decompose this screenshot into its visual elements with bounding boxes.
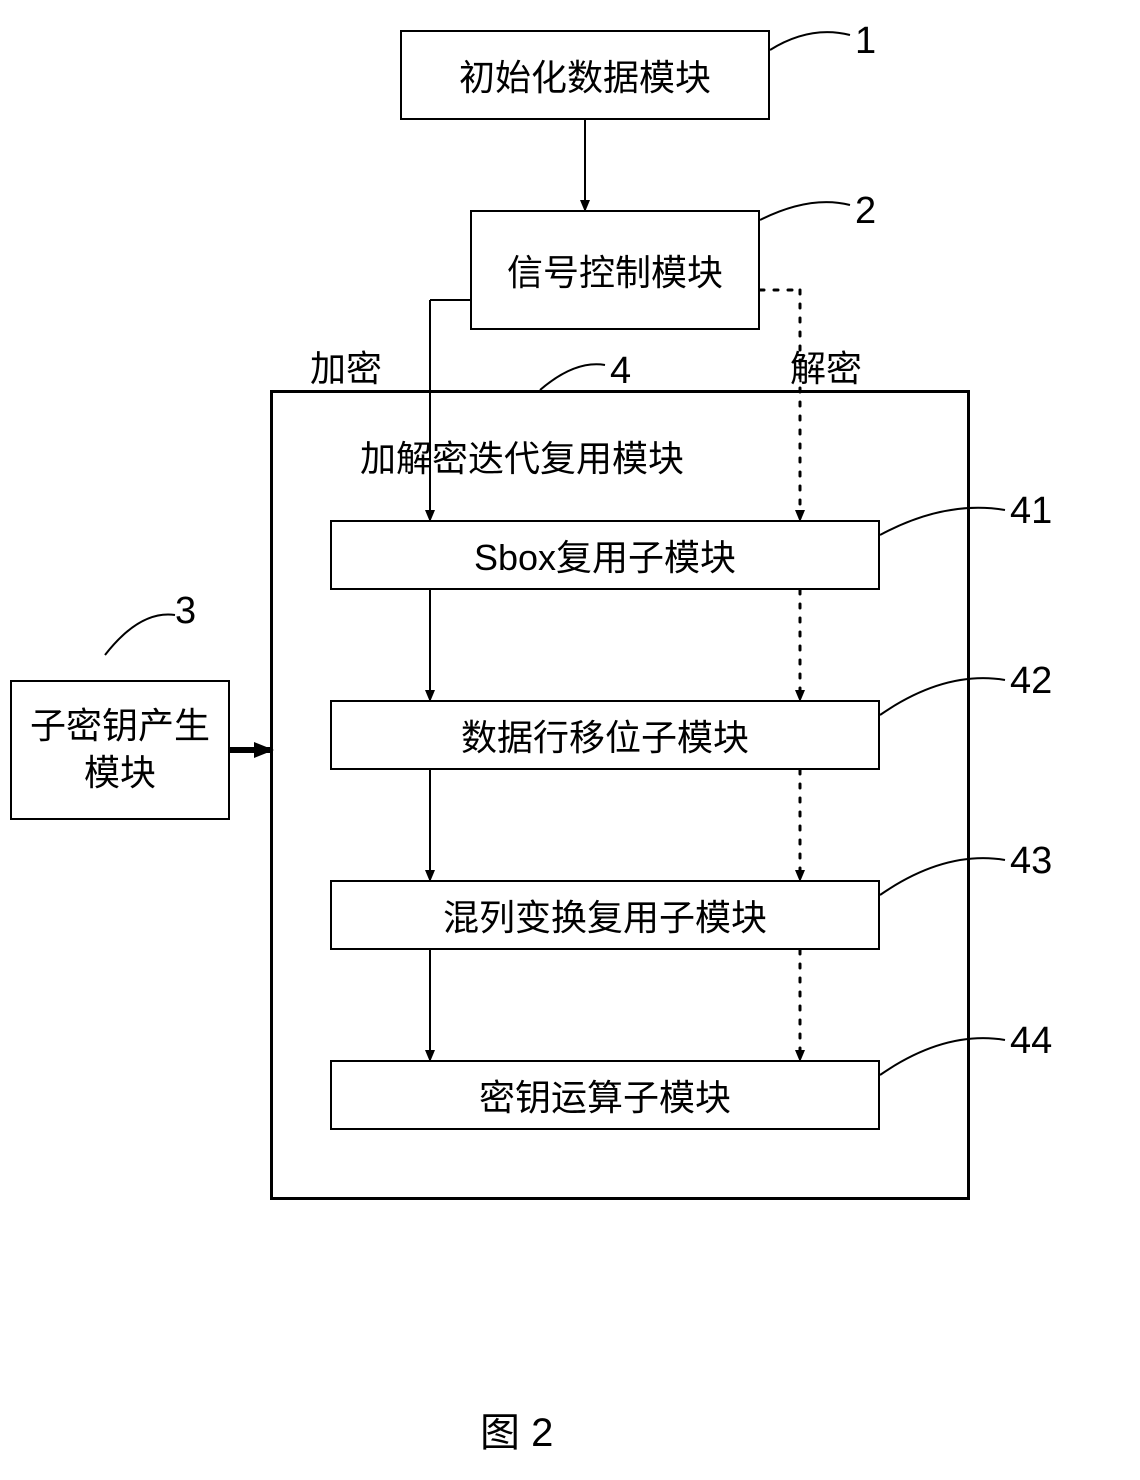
row-shift-submodule-label: 数据行移位子模块 xyxy=(461,709,749,761)
sbox-reuse-submodule: Sbox复用子模块 xyxy=(330,520,880,590)
mixcolumn-reuse-submodule: 混列变换复用子模块 xyxy=(330,880,880,950)
ref-42: 42 xyxy=(1010,660,1052,703)
mixcolumn-reuse-submodule-label: 混列变换复用子模块 xyxy=(443,889,767,941)
ref-43: 43 xyxy=(1010,840,1052,883)
init-data-module: 初始化数据模块 xyxy=(400,30,770,120)
subkey-gen-module: 子密钥产生 模块 xyxy=(10,680,230,820)
figure-caption: 图 2 xyxy=(480,1400,553,1458)
signal-control-module: 信号控制模块 xyxy=(470,210,760,330)
signal-control-module-label: 信号控制模块 xyxy=(507,244,723,296)
encrypt-label: 加密 xyxy=(310,340,382,392)
decrypt-label: 解密 xyxy=(790,340,862,392)
sbox-reuse-submodule-label: Sbox复用子模块 xyxy=(474,529,736,581)
key-operation-submodule-label: 密钥运算子模块 xyxy=(479,1069,731,1121)
key-operation-submodule: 密钥运算子模块 xyxy=(330,1060,880,1130)
container-label: 加解密迭代复用模块 xyxy=(360,430,684,482)
row-shift-submodule: 数据行移位子模块 xyxy=(330,700,880,770)
ref-2: 2 xyxy=(855,190,876,233)
ref-41: 41 xyxy=(1010,490,1052,533)
ref-1: 1 xyxy=(855,20,876,63)
ref-3: 3 xyxy=(175,590,196,633)
ref-44: 44 xyxy=(1010,1020,1052,1063)
subkey-gen-module-label: 子密钥产生 模块 xyxy=(30,703,210,797)
ref-4: 4 xyxy=(610,350,631,393)
init-data-module-label: 初始化数据模块 xyxy=(459,49,711,101)
